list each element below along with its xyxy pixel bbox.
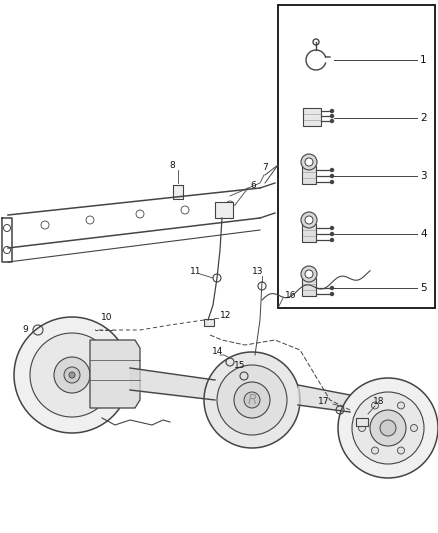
Bar [204, 319, 214, 326]
Circle shape [14, 317, 130, 433]
Circle shape [331, 227, 333, 230]
Text: 3: 3 [420, 171, 427, 181]
Bar [303, 108, 321, 126]
Circle shape [331, 293, 333, 295]
Circle shape [64, 367, 80, 383]
Bar [302, 224, 316, 242]
Circle shape [331, 181, 333, 183]
Text: 18: 18 [373, 398, 385, 407]
Bar [215, 202, 233, 218]
Circle shape [331, 238, 333, 241]
Text: 1: 1 [420, 55, 427, 65]
Text: 13: 13 [252, 268, 264, 277]
Text: 8: 8 [169, 160, 175, 169]
Text: 16: 16 [285, 290, 297, 300]
Circle shape [331, 119, 333, 123]
Text: 12: 12 [220, 311, 231, 320]
Circle shape [217, 365, 287, 435]
Circle shape [305, 270, 313, 278]
Circle shape [371, 447, 378, 454]
Text: 14: 14 [212, 348, 224, 357]
Circle shape [305, 216, 313, 224]
Circle shape [54, 357, 90, 393]
Text: 17: 17 [318, 398, 330, 407]
Text: 7: 7 [262, 164, 268, 173]
Circle shape [331, 168, 333, 172]
Circle shape [30, 333, 114, 417]
Circle shape [301, 266, 317, 282]
Polygon shape [90, 340, 140, 408]
Circle shape [301, 154, 317, 170]
Circle shape [358, 424, 365, 432]
Text: 4: 4 [420, 229, 427, 239]
Circle shape [244, 392, 260, 408]
Circle shape [331, 174, 333, 177]
Circle shape [398, 402, 405, 409]
Text: 11: 11 [190, 268, 202, 277]
Circle shape [234, 382, 270, 418]
Circle shape [301, 212, 317, 228]
Circle shape [370, 410, 406, 446]
Circle shape [410, 424, 417, 432]
Bar [302, 166, 316, 184]
Text: 6: 6 [250, 181, 256, 190]
Circle shape [204, 352, 300, 448]
Circle shape [331, 232, 333, 236]
Bar [356, 418, 368, 426]
Bar [173, 185, 183, 199]
Circle shape [398, 447, 405, 454]
Circle shape [338, 378, 438, 478]
Bar [302, 278, 316, 296]
Text: R: R [247, 393, 257, 407]
Text: 5: 5 [420, 283, 427, 293]
Text: 9: 9 [22, 326, 28, 335]
Text: 15: 15 [234, 360, 246, 369]
Circle shape [305, 158, 313, 166]
Circle shape [380, 420, 396, 436]
Circle shape [331, 287, 333, 289]
Circle shape [331, 109, 333, 112]
Text: 10: 10 [101, 312, 113, 321]
Circle shape [331, 115, 333, 117]
Text: 2: 2 [420, 113, 427, 123]
Circle shape [352, 392, 424, 464]
Circle shape [371, 402, 378, 409]
Circle shape [69, 372, 75, 378]
